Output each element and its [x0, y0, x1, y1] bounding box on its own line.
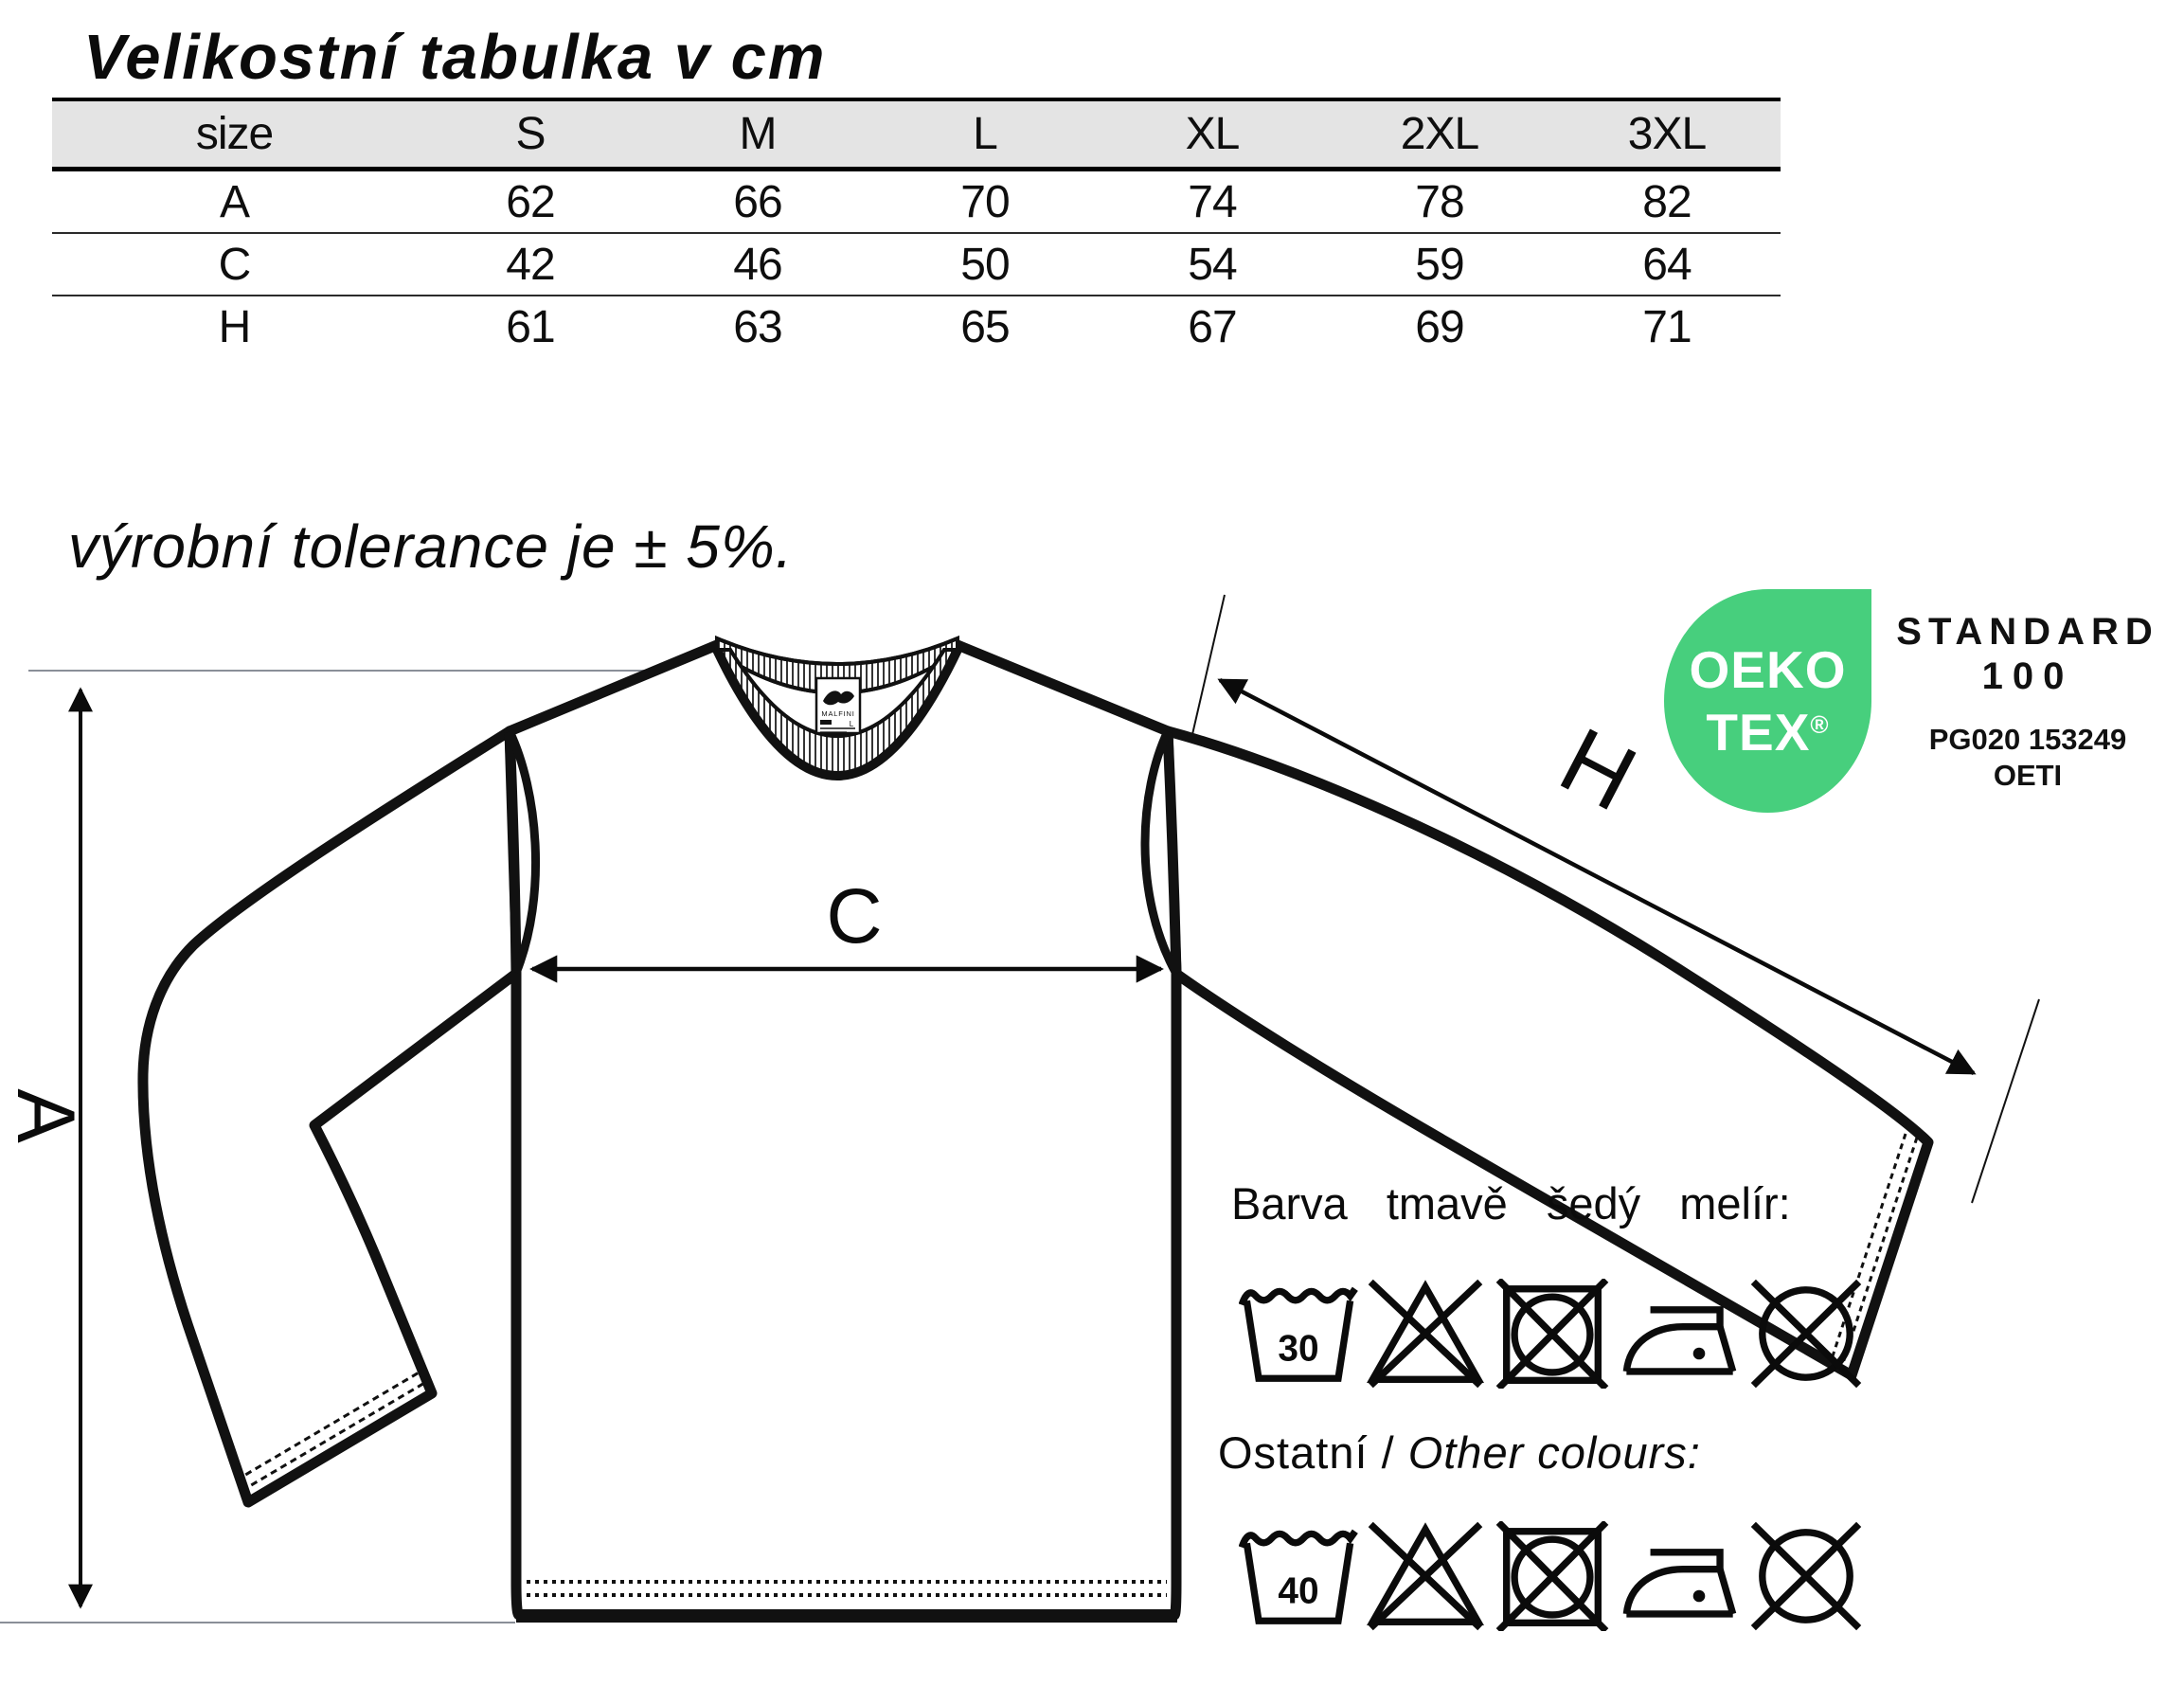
oeko-logo-line2: TEX® [1706, 703, 1830, 762]
sleeve-arrow [1217, 678, 1977, 1075]
left-sleeve [137, 726, 523, 1508]
dimension-arrows: A C H [0, 678, 1977, 1609]
column-header-xl: XL [1185, 109, 1241, 159]
wash-30-icon: 30 [1239, 1286, 1358, 1382]
cell-value: 61 [506, 301, 555, 352]
height-dimension-label: A [0, 1088, 91, 1143]
cell-value: 50 [960, 239, 1010, 290]
tolerance-note: výrobní tolerance je ± 5%. [68, 512, 794, 581]
size-table: size S M L XL 2XL 3XL A 62 66 70 74 78 8… [52, 98, 1781, 357]
row-label: A [219, 176, 250, 227]
cell-value: 70 [960, 176, 1010, 227]
column-header-3xl: 3XL [1627, 109, 1707, 159]
care-caption-dark-colour: Barva tmavě šedý melír: [1231, 1178, 1791, 1229]
cell-value: 46 [733, 239, 782, 290]
table-row-c: C 42 46 50 54 59 64 [52, 234, 1781, 296]
row-label: C [218, 239, 252, 290]
oeko-standard-block: STANDARD 100 PG020 153249 OETI [1887, 611, 2169, 793]
cell-value: 67 [1188, 301, 1237, 352]
brand-name: MALFINI [821, 709, 854, 718]
cell-value: 71 [1642, 301, 1692, 352]
care-caption-other-colours: Ostatní / Other colours: [1218, 1427, 1701, 1478]
care-symbols-other: 40 [1239, 1521, 1866, 1631]
care-caption-other-colours-en: Other colours: [1407, 1427, 1701, 1478]
cell-value: 82 [1642, 176, 1692, 227]
standard-word: STANDARD [1896, 611, 2159, 653]
do-not-dry-clean-icon [1750, 1521, 1862, 1631]
cell-value: 74 [1188, 176, 1237, 227]
tag-size: L [850, 720, 854, 728]
iron-low-icon [1622, 1306, 1737, 1375]
neck-tag: MALFINI L [815, 676, 862, 735]
cell-value: 78 [1415, 176, 1464, 227]
table-row-a: A 62 66 70 74 78 82 [52, 171, 1781, 234]
certificate-number: PG020 153249 [1928, 723, 2127, 756]
cell-value: 59 [1415, 239, 1464, 290]
svg-text:30: 30 [1278, 1328, 1318, 1369]
standard-number: 100 [1981, 655, 2074, 697]
cell-value: 42 [506, 239, 555, 290]
registered-mark: ® [1810, 710, 1830, 739]
cell-value: 63 [733, 301, 782, 352]
shirt-body [504, 639, 1182, 1623]
column-header-2xl: 2XL [1400, 109, 1479, 159]
do-not-tumble-dry-icon [1495, 1279, 1609, 1389]
cell-value: 65 [960, 301, 1010, 352]
cell-value: 66 [733, 176, 782, 227]
iron-low-icon [1622, 1549, 1737, 1618]
column-header-m: M [739, 109, 778, 159]
do-not-tumble-dry-icon [1495, 1521, 1609, 1631]
sleeve-dimension-label: H [1545, 708, 1653, 831]
row-label: H [218, 301, 252, 352]
table-row-h: H 61 63 65 67 69 71 [52, 296, 1781, 357]
svg-text:40: 40 [1278, 1570, 1318, 1611]
certifying-institute: OETI [1993, 759, 2063, 792]
column-header-s: S [515, 109, 546, 159]
oeko-logo-line1: OEKO [1689, 640, 1847, 699]
chest-dimension-label: C [826, 873, 882, 960]
cell-value: 62 [506, 176, 555, 227]
column-header-size: size [195, 109, 274, 159]
column-header-l: L [973, 109, 998, 159]
cell-value: 64 [1642, 239, 1692, 290]
collar [712, 635, 962, 780]
do-not-bleach-icon [1367, 1279, 1484, 1389]
wash-40-icon: 40 [1239, 1529, 1358, 1624]
cell-value: 54 [1188, 239, 1237, 290]
size-table-header: size S M L XL 2XL 3XL [52, 98, 1781, 171]
do-not-bleach-icon [1367, 1521, 1484, 1631]
oeko-tex-logo: OEKO TEX® [1664, 589, 1871, 813]
do-not-dry-clean-icon [1750, 1279, 1862, 1389]
cell-value: 69 [1415, 301, 1464, 352]
page-title: Velikostní tabulka v cm [83, 22, 827, 93]
brand-bird-icon [823, 691, 854, 706]
care-symbols-dark: 30 [1239, 1279, 1866, 1389]
